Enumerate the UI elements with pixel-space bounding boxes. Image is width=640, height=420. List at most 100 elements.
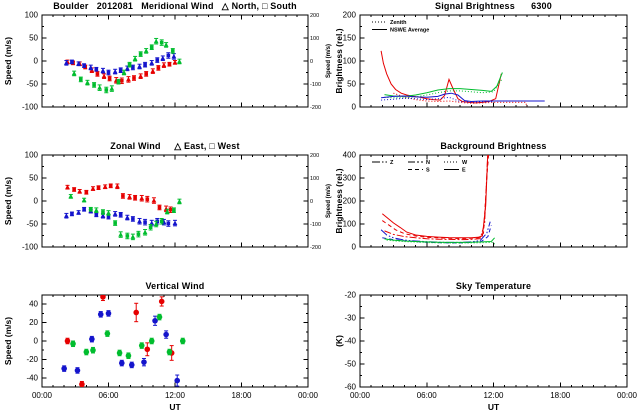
series-green-zenith <box>384 78 503 99</box>
series-vertical-green <box>70 313 186 359</box>
ytick-label: 300 <box>343 174 357 183</box>
right-ytick-label: -100 <box>310 222 321 228</box>
series-red-nswe-average <box>380 50 502 104</box>
ytick-label: -50 <box>344 360 356 369</box>
axis-ticks <box>41 154 309 248</box>
ylabel-zonal-speed: Speed (m/s) <box>3 176 13 226</box>
series-group <box>63 37 182 94</box>
series-green-east <box>384 237 495 243</box>
right-ytick-label: 0 <box>310 199 313 205</box>
right-ytick-label: 100 <box>310 176 319 182</box>
axis-ticks <box>359 294 628 388</box>
axis-ticks <box>359 14 628 108</box>
series-south-red <box>71 60 172 85</box>
ylabel-meridional-speed-right: Speed (m/s) <box>326 43 332 79</box>
ylabel-meridional-speed: Speed (m/s) <box>3 36 13 86</box>
ytick-label: 100 <box>343 57 357 66</box>
ytick-label: 150 <box>343 34 357 43</box>
xtick-label: 00:00 <box>298 391 319 400</box>
ytick-label: -20 <box>26 355 38 364</box>
ytick-label: 50 <box>29 34 38 43</box>
series-vertical-blue <box>61 310 181 387</box>
ytick-label: 40 <box>29 300 38 309</box>
series-group <box>380 155 497 247</box>
series-green-nswe-average <box>384 72 503 97</box>
panel-zonal: -100 -50 0 50 100 -200 -100 0 100 200 <box>22 151 321 252</box>
ytick-label: 0 <box>34 197 39 206</box>
xtick-label: 06:00 <box>417 391 438 400</box>
legend-label: E <box>462 168 466 174</box>
ytick-label: -50 <box>26 80 38 89</box>
plot-frame <box>41 294 309 388</box>
title-meridional-wind: Boulder 2012081 Meridional Wind △ North,… <box>53 1 297 11</box>
legend-label: S <box>426 168 430 174</box>
panel-signal: 0 50 100 150 200 Zenith NSWE Average <box>343 11 628 112</box>
ytick-label: 0 <box>34 337 39 346</box>
ytick-label: -30 <box>344 314 356 323</box>
ytick-label: 20 <box>29 318 38 327</box>
right-ytick-label: -200 <box>310 245 321 251</box>
ytick-label: -50 <box>26 220 38 229</box>
legend: Zenith NSWE Average <box>372 20 429 34</box>
series-west-blue <box>69 206 171 227</box>
xtick-label: 18:00 <box>550 391 571 400</box>
series-red-north <box>384 155 489 241</box>
ytick-label: 200 <box>343 11 357 20</box>
axis-ticks <box>41 294 309 388</box>
right-ytick-label: -200 <box>310 105 321 111</box>
ytick-label: 400 <box>343 151 357 160</box>
ytick-label: 100 <box>343 220 357 229</box>
ylabel-sky-temperature: (K) <box>334 335 344 347</box>
series-group <box>380 50 545 107</box>
legend: Z NS WE <box>372 160 468 174</box>
plot-frame <box>359 154 628 248</box>
legend-label: Zenith <box>390 20 407 26</box>
ylabel-zonal-speed-right: Speed (m/s) <box>326 183 332 219</box>
plot-frame <box>41 154 309 248</box>
ytick-label: -40 <box>26 373 38 382</box>
xtick-label: 18:00 <box>231 391 252 400</box>
ytick-label: -100 <box>22 243 39 252</box>
ytick-label: 0 <box>352 243 357 252</box>
ytick-label: 0 <box>34 57 39 66</box>
series-vertical-red <box>64 295 175 387</box>
legend-label: N <box>426 160 430 166</box>
legend-label: Z <box>390 160 394 166</box>
legend-label: NSWE Average <box>390 28 429 34</box>
ytick-label: 0 <box>352 103 357 112</box>
xtick-label: 00:00 <box>350 391 371 400</box>
xtick-label: 06:00 <box>98 391 119 400</box>
ytick-label: -100 <box>22 103 39 112</box>
series-east-green <box>68 193 182 241</box>
title-zonal-wind: Zonal Wind △ East, □ West <box>110 141 240 151</box>
ylabel-background-brightness: Brightness (rel.) <box>334 168 344 234</box>
series-east-blue <box>63 208 178 227</box>
xtick-label: 12:00 <box>483 391 504 400</box>
series-south-green <box>78 39 175 94</box>
series-red-south <box>382 155 490 240</box>
right-ytick-label: 200 <box>310 13 319 19</box>
panel-background: 0 100 200 300 400 Z NS WE <box>343 151 628 252</box>
axis-ticks <box>359 154 628 248</box>
series-group <box>61 295 186 387</box>
xaxis-title: UT <box>169 402 181 412</box>
series-group <box>63 183 182 241</box>
xtick-label: 12:00 <box>165 391 186 400</box>
legend-label: W <box>462 160 468 166</box>
right-ytick-label: 200 <box>310 153 319 159</box>
series-blue-west <box>382 224 492 244</box>
right-ytick-label: 100 <box>310 36 319 42</box>
ytick-label: -60 <box>344 383 356 392</box>
ytick-label: -20 <box>344 291 356 300</box>
series-east-red <box>65 183 169 213</box>
panel-vertical: -40 -20 0 20 40 00:00 06:00 12:00 18:00 00:00 UT <box>26 294 319 412</box>
xaxis-title: UT <box>488 402 500 412</box>
series-blue-zenith <box>380 221 491 243</box>
panel-sky: -60 -50 -40 -30 -20 00:00 06:00 12:00 18:00 00:00… <box>344 291 637 413</box>
title-background-brightness: Background Brightness <box>440 141 547 151</box>
xtick-label: 00:00 <box>32 391 53 400</box>
series-green-west <box>386 239 497 247</box>
series-west-red <box>72 183 173 213</box>
